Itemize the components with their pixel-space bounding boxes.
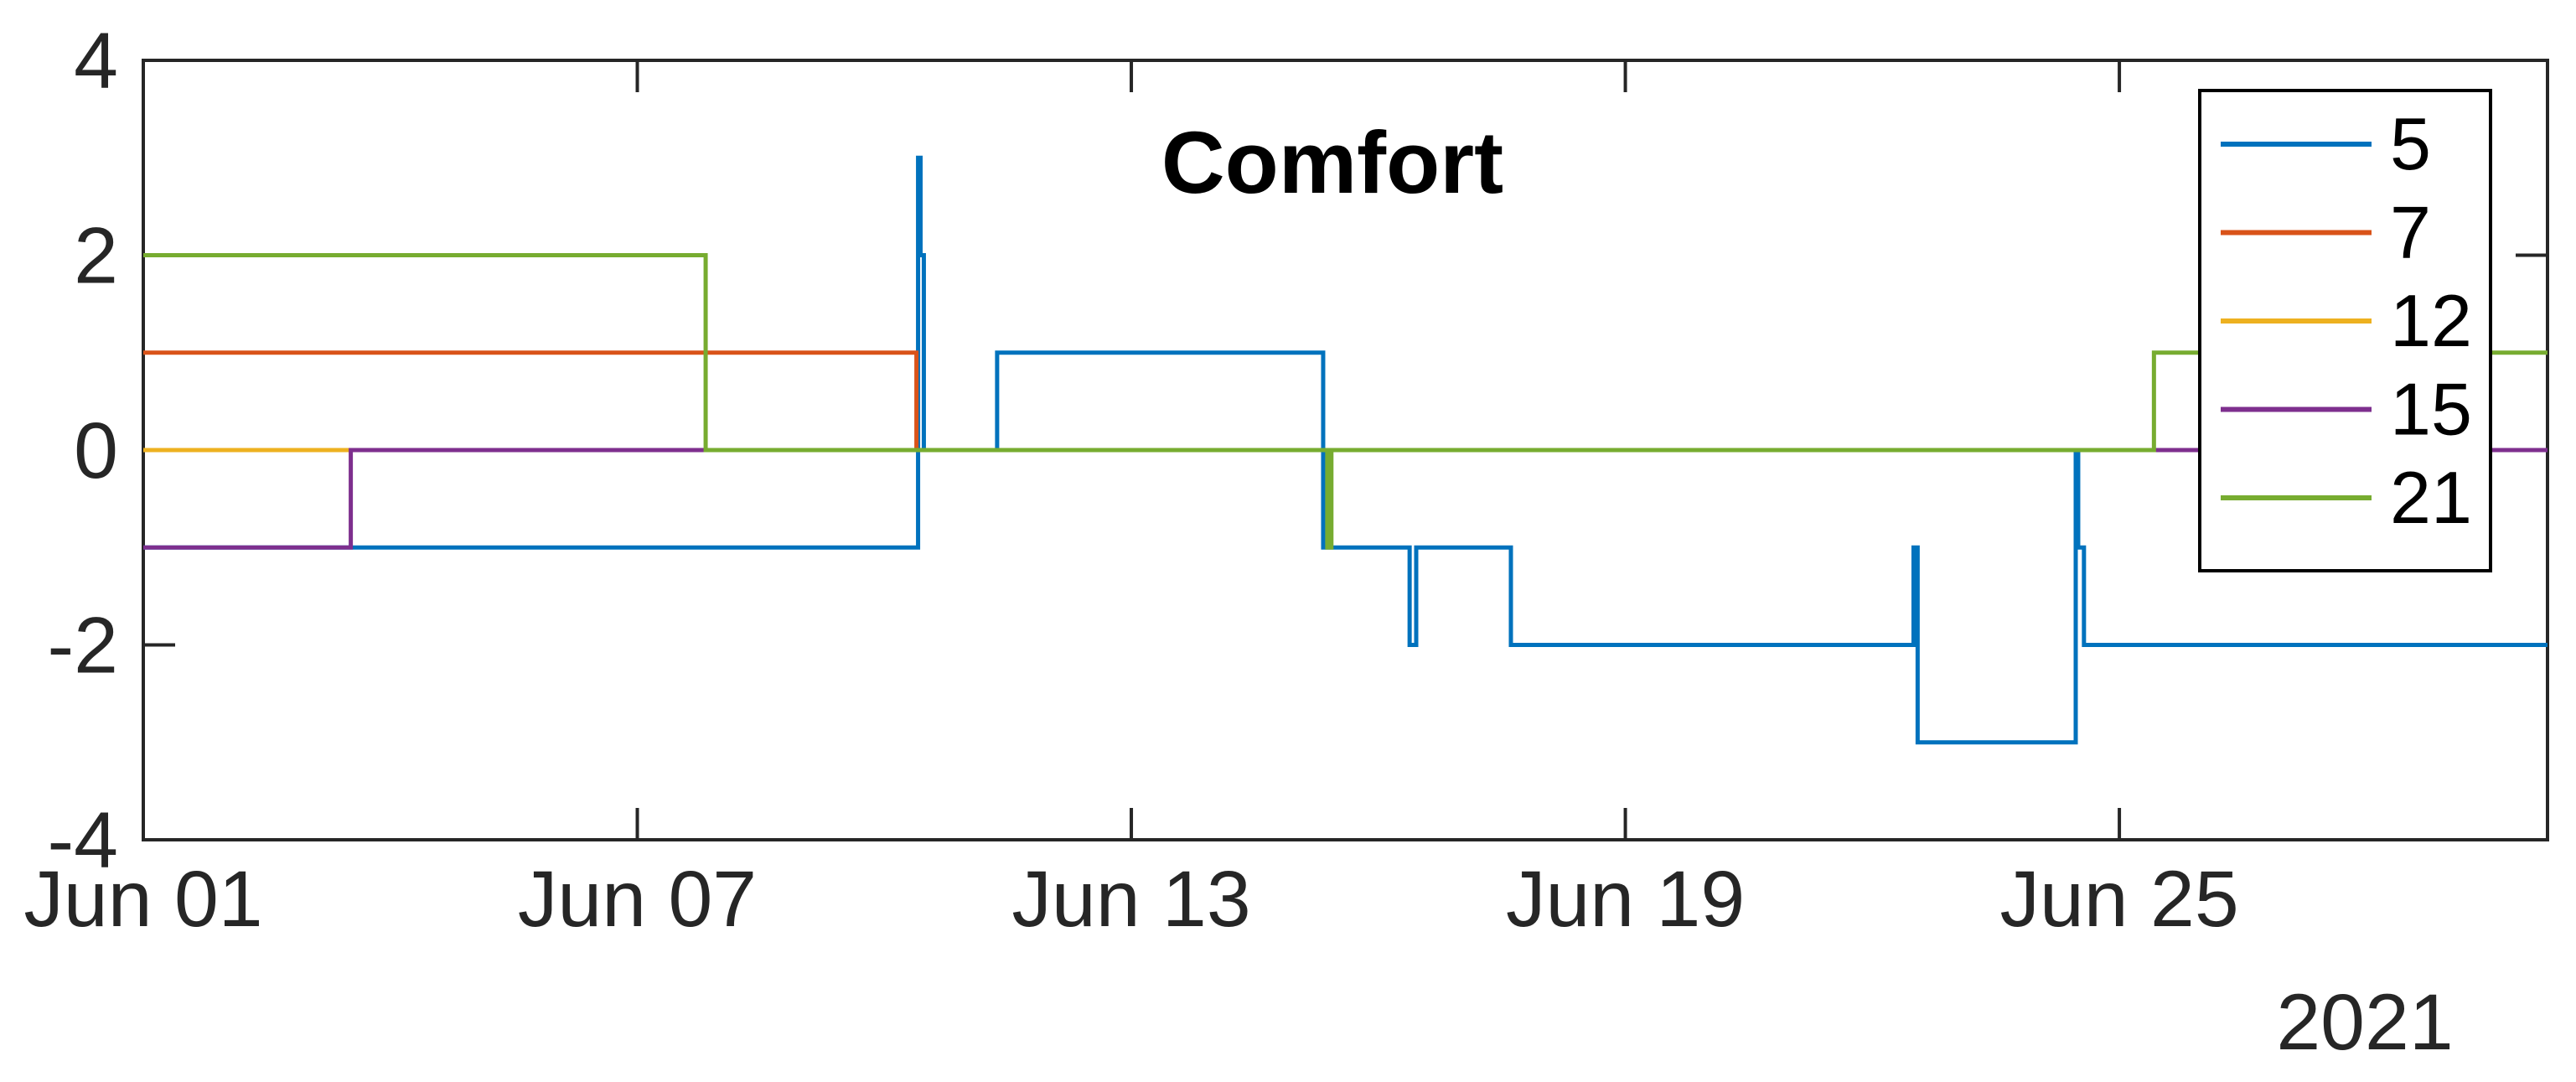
legend-label-15: 15 [2390,368,2472,451]
legend-entry: 7 [2221,191,2431,274]
y-tick-label: 0 [74,406,118,495]
legend-label-7: 7 [2390,191,2431,274]
y-tick-label: 2 [74,212,118,301]
x-axis-ticks: Jun 01 Jun 07 Jun 13 Jun 19 Jun 25 [23,60,2239,944]
x-tick-label: Jun 19 [1506,855,1745,944]
legend-label-21: 21 [2390,456,2472,539]
x-tick-label: Jun 13 [1011,855,1250,944]
legend-entry: 12 [2221,279,2472,362]
series-line-15 [143,448,2548,550]
legend-box [2198,89,2492,572]
x-axis-year-label: 2021 [2276,978,2453,1067]
y-tick-label: -4 [48,796,118,885]
y-axis-ticks: -4 -2 0 2 4 [48,17,2548,885]
legend-entry: 21 [2221,456,2472,539]
x-tick-label: Jun 25 [1999,855,2238,944]
series-lines [143,155,2548,745]
series-line-7 [143,350,2548,453]
series-line-21 [143,253,2548,550]
legend-label-12: 12 [2390,279,2472,362]
x-tick-label: Jun 01 [23,855,262,944]
legend-entry: 15 [2221,368,2472,451]
x-tick-label: Jun 07 [518,855,757,944]
chart-title: Comfort [1161,114,1503,212]
legend-entry: 5 [2221,102,2431,185]
y-tick-label: 4 [74,17,118,106]
legend-label-5: 5 [2390,102,2431,185]
y-tick-label: -2 [48,602,118,691]
